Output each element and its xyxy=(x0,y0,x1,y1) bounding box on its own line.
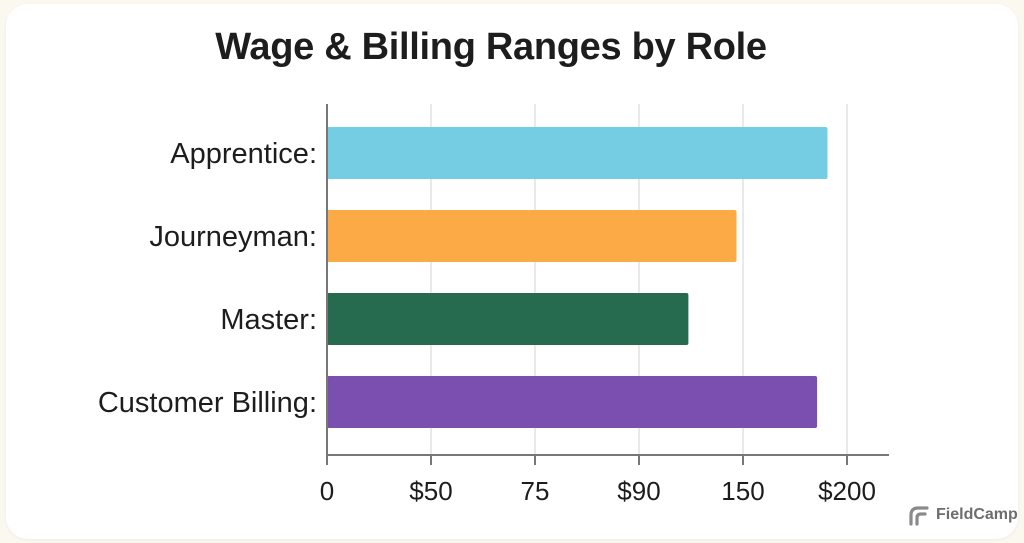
bar xyxy=(327,127,828,179)
x-tick-label: $90 xyxy=(617,476,660,506)
x-tick-label: 0 xyxy=(320,476,334,506)
x-tick-label: $50 xyxy=(409,476,452,506)
fieldcamp-logo-icon xyxy=(909,506,929,526)
brand-watermark: FieldCamp xyxy=(908,502,1018,528)
category-label: Journeyman: xyxy=(149,221,317,253)
x-tick-label: 75 xyxy=(521,476,550,506)
brand-name: FieldCamp xyxy=(936,506,1018,523)
chart-title: Wage & Billing Ranges by Role xyxy=(215,26,767,68)
bar xyxy=(327,293,689,345)
category-label: Apprentice: xyxy=(170,138,317,170)
bar xyxy=(327,376,818,428)
category-label: Customer Billing: xyxy=(98,387,317,419)
x-tick-label: 150 xyxy=(721,476,764,506)
x-tick-label: $200 xyxy=(818,476,876,506)
category-label: Master: xyxy=(220,304,317,336)
chart-card: Wage & Billing Ranges by Role xyxy=(6,4,1018,539)
bar xyxy=(327,210,737,262)
